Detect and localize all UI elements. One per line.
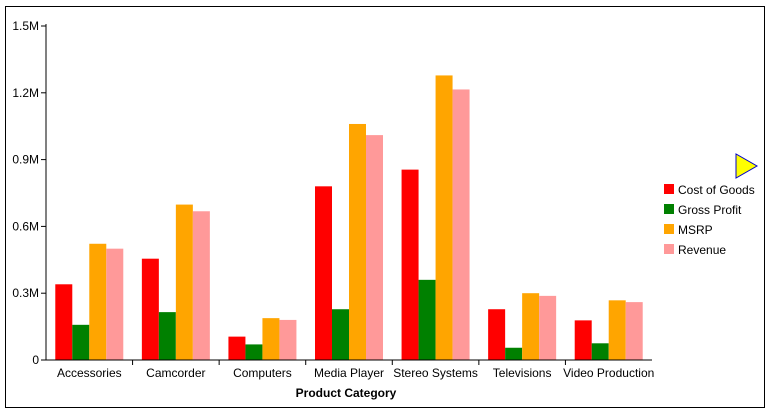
legend-label: Gross Profit — [678, 203, 742, 217]
legend-swatch — [664, 184, 674, 194]
bar — [332, 309, 349, 360]
bars-group — [55, 75, 643, 361]
x-axis-title: Product Category — [296, 386, 397, 400]
x-tick-label: Camcorder — [146, 366, 205, 380]
legend-swatch — [664, 204, 674, 214]
x-tick-label: Video Production — [563, 366, 654, 380]
y-axis: 0 0.3M 0.6M 0.9M 1.2M 1.5M — [12, 19, 47, 367]
y-tick-label: 1.5M — [12, 19, 39, 33]
y-tick-label: 0 — [32, 353, 39, 367]
bar — [625, 302, 643, 360]
bar — [401, 169, 419, 360]
bar — [106, 248, 124, 360]
x-axis: Accessories Camcorder Computers Media Playe… — [46, 359, 654, 380]
bar — [72, 324, 90, 360]
bar — [228, 336, 246, 360]
bar — [89, 243, 107, 360]
x-tick-label: Media Player — [314, 366, 384, 380]
x-tick-label: Televisions — [493, 366, 552, 380]
bar — [315, 186, 332, 360]
bar — [452, 89, 470, 361]
bar — [505, 347, 523, 360]
bar — [262, 318, 280, 360]
y-tick-label: 1.2M — [12, 86, 39, 100]
x-tick-label: Stereo Systems — [393, 366, 478, 380]
legend-swatch — [664, 224, 674, 234]
bar — [488, 309, 506, 360]
bar — [158, 312, 176, 360]
bar — [539, 295, 557, 360]
bar — [175, 204, 193, 360]
legend-label: Cost of Goods — [678, 183, 755, 197]
bar — [574, 320, 592, 360]
bar — [55, 284, 73, 360]
bar — [349, 123, 366, 360]
bar — [591, 343, 609, 360]
legend-label: MSRP — [678, 223, 713, 237]
bar — [366, 135, 383, 360]
x-tick-label: Computers — [233, 366, 292, 380]
bar — [608, 300, 626, 360]
bar — [522, 293, 540, 360]
bar — [245, 344, 263, 360]
legend-swatch — [664, 244, 674, 254]
bar — [279, 319, 297, 360]
y-tick-label: 0.3M — [12, 286, 39, 300]
bar — [418, 279, 436, 360]
legend-label: Revenue — [678, 243, 726, 257]
legend: Cost of Goods Gross Profit MSRP Revenue — [664, 183, 755, 257]
x-tick-label: Accessories — [57, 366, 122, 380]
bar — [192, 211, 210, 360]
y-tick-label: 0.9M — [12, 153, 39, 167]
bar — [141, 258, 159, 360]
play-arrow-icon[interactable] — [735, 153, 759, 179]
y-tick-label: 0.6M — [12, 219, 39, 233]
bar — [435, 75, 453, 361]
